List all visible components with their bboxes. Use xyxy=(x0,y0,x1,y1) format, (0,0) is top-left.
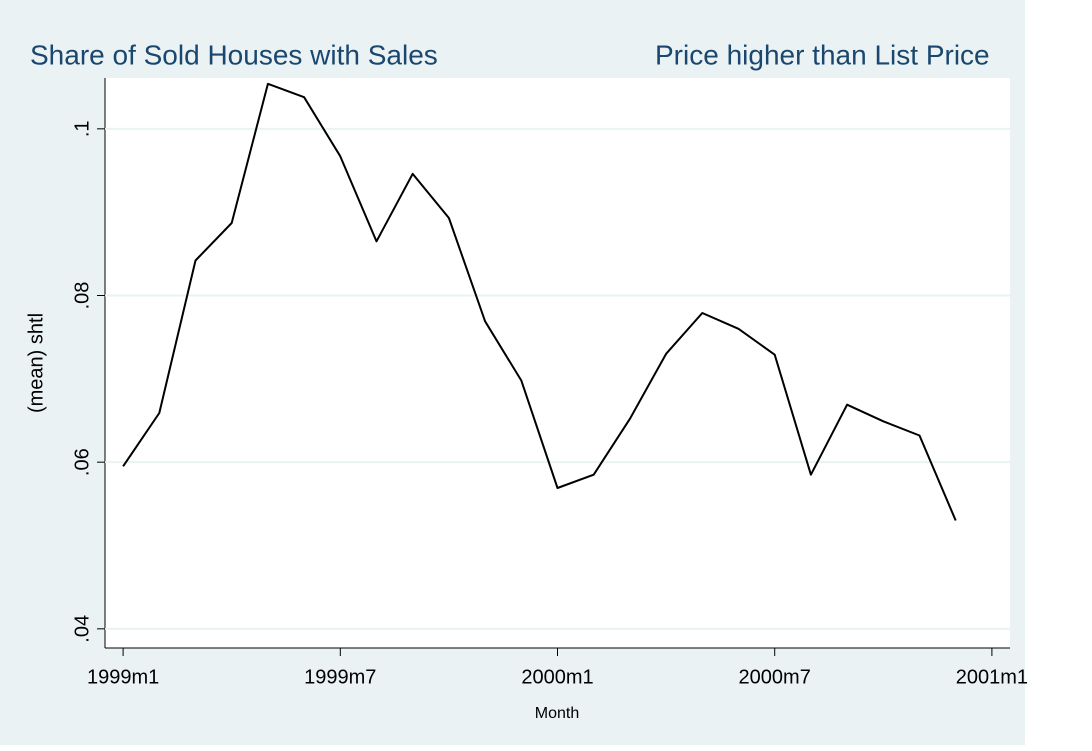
y-tick-label: .08 xyxy=(71,282,93,310)
y-tick-label: .1 xyxy=(71,120,93,137)
y-tick-label: .06 xyxy=(71,448,93,476)
x-tick-label: 2000m7 xyxy=(739,666,811,688)
x-tick-label: 2001m1 xyxy=(956,666,1028,688)
y-tick-label: .04 xyxy=(71,615,93,643)
chart-title: Share of Sold Houses with Sales xyxy=(30,39,438,70)
x-tick-label: 1999m7 xyxy=(304,666,376,688)
x-tick-label: 2000m1 xyxy=(521,666,593,688)
line xyxy=(122,82,957,521)
x-axis-label: Month xyxy=(535,705,579,722)
x-tick-label: 1999m1 xyxy=(87,666,159,688)
y-axis-label: (mean) shtl xyxy=(25,313,47,413)
plot-area xyxy=(105,78,1010,648)
chart-title: Price higher than List Price xyxy=(655,39,990,70)
